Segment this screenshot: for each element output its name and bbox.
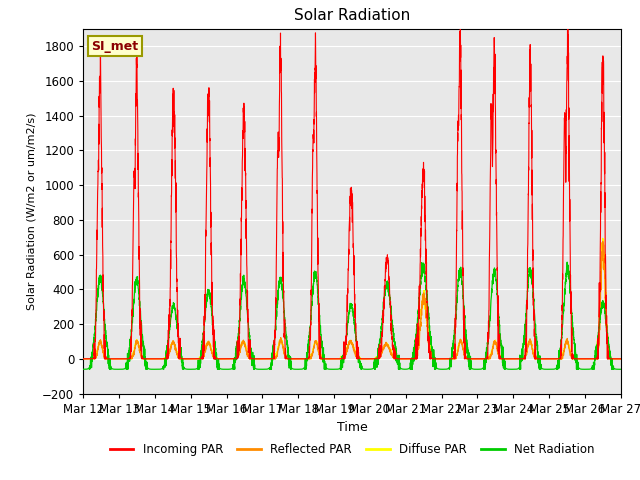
Text: SI_met: SI_met bbox=[92, 40, 138, 53]
Title: Solar Radiation: Solar Radiation bbox=[294, 9, 410, 24]
X-axis label: Time: Time bbox=[337, 421, 367, 434]
Y-axis label: Solar Radiation (W/m2 or um/m2/s): Solar Radiation (W/m2 or um/m2/s) bbox=[26, 112, 36, 310]
Legend: Incoming PAR, Reflected PAR, Diffuse PAR, Net Radiation: Incoming PAR, Reflected PAR, Diffuse PAR… bbox=[105, 438, 599, 461]
